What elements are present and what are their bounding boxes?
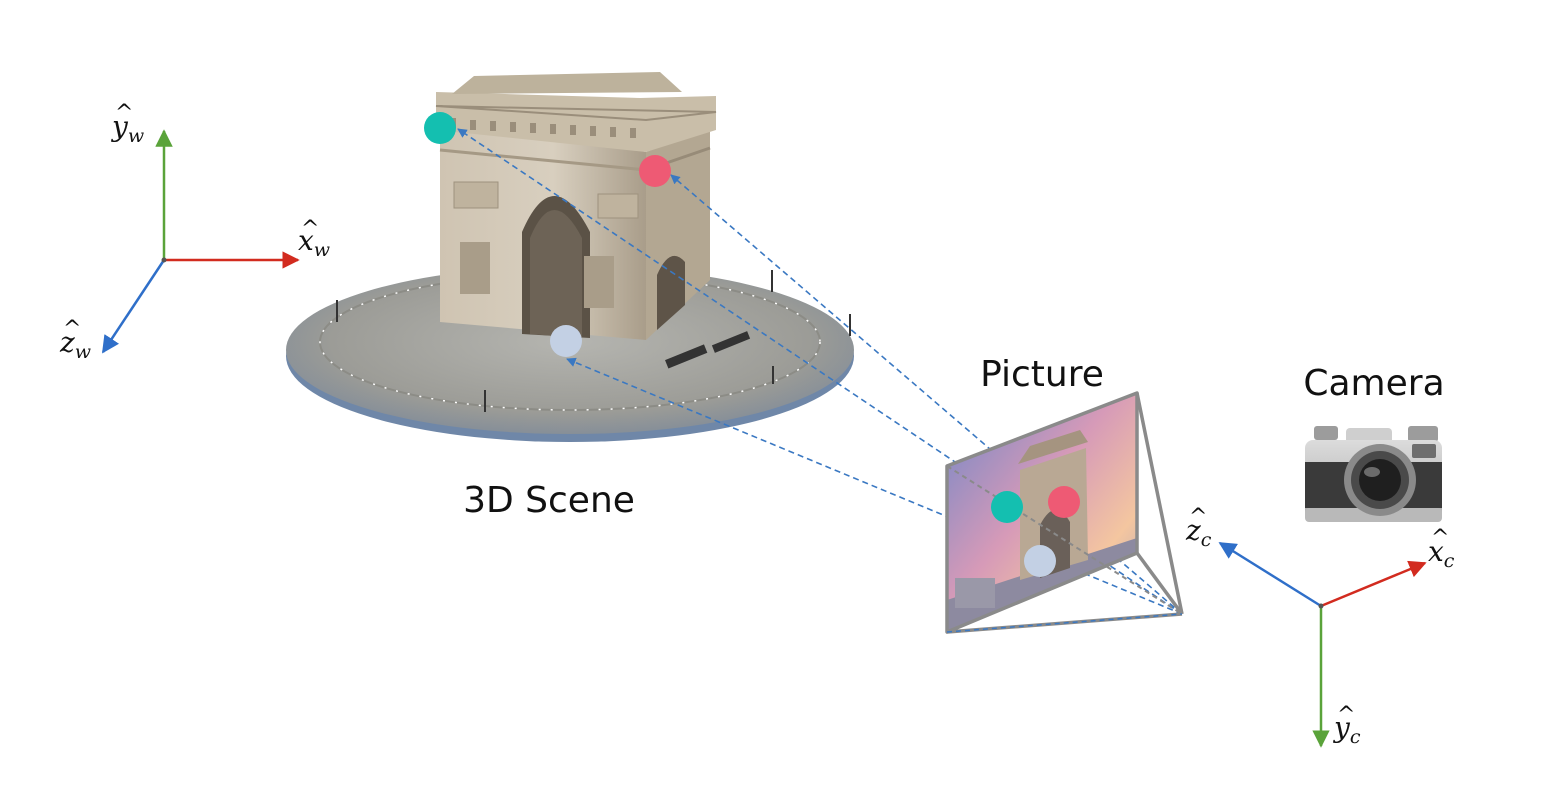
camera-z-label: zc <box>1185 514 1212 551</box>
world-z-axis <box>101 259 166 354</box>
world-y-label: yw <box>110 110 144 147</box>
world-x-label: xw <box>298 224 330 261</box>
scene-model <box>286 72 854 442</box>
camera-axes: zc ^ xc ^ yc ^ <box>1185 505 1455 748</box>
svg-text:^: ^ <box>301 217 319 242</box>
camera-y-label: yc <box>1332 711 1361 748</box>
camera-x-label: xc <box>1428 535 1455 572</box>
svg-text:^: ^ <box>1431 526 1449 551</box>
scene-point-pink <box>639 155 671 187</box>
camera-icon <box>1305 426 1442 522</box>
svg-text:^: ^ <box>1189 505 1207 530</box>
camera-label: Camera <box>1303 363 1444 404</box>
svg-text:^: ^ <box>63 317 81 342</box>
scene-point-teal <box>424 112 456 144</box>
scene-label: 3D Scene <box>463 480 635 521</box>
world-axes: yw ^ xw ^ zw ^ <box>59 101 330 363</box>
svg-text:^: ^ <box>1337 703 1355 728</box>
image-point-pink <box>1048 486 1080 518</box>
picture-label: Picture <box>980 354 1104 395</box>
image-point-lavender <box>1024 545 1056 577</box>
scene-points <box>424 112 671 357</box>
image-points <box>991 486 1080 577</box>
image-point-teal <box>991 491 1023 523</box>
svg-text:^: ^ <box>115 101 133 126</box>
camera-z-axis <box>1218 541 1322 608</box>
scene-point-lavender <box>550 325 582 357</box>
world-z-label: zw <box>59 326 91 363</box>
camera-x-axis <box>1320 560 1427 608</box>
